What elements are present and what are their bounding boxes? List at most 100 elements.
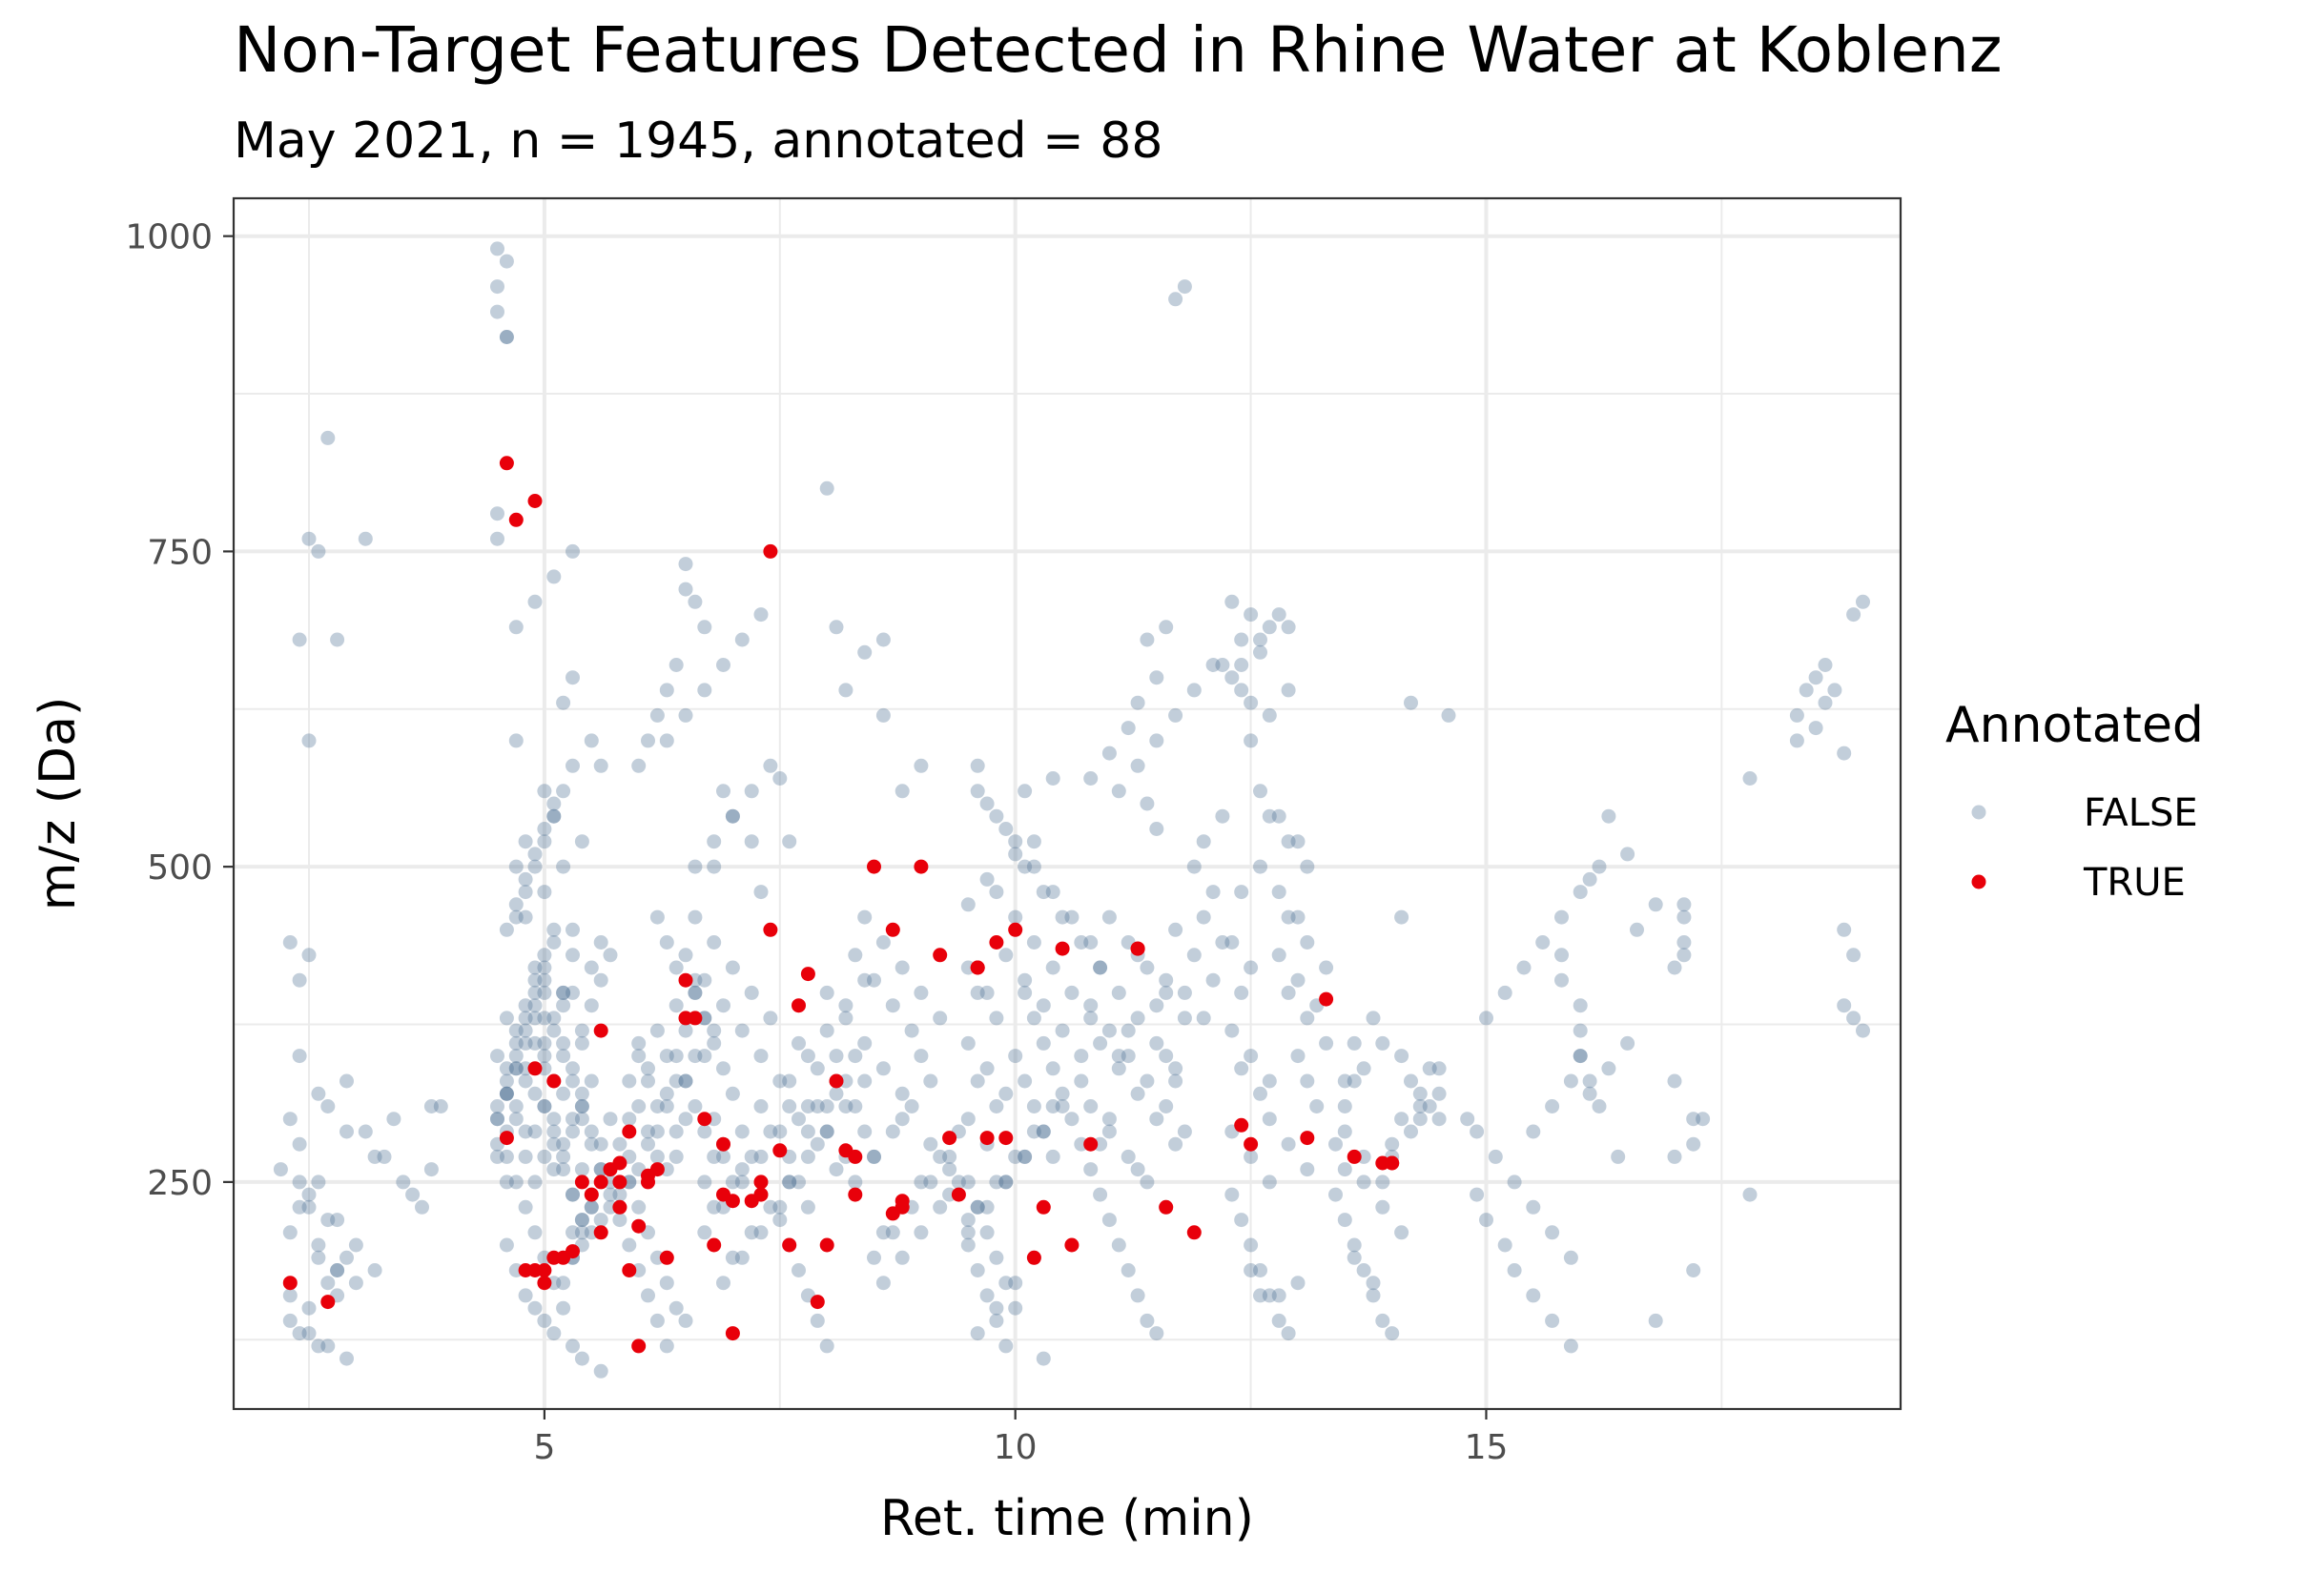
feature-point [848,1175,863,1190]
feature-point [612,1136,627,1152]
feature-point [1036,1124,1051,1139]
feature-point [282,1112,298,1127]
feature-point [716,1149,730,1164]
feature-point [659,1086,674,1101]
feature-point [1479,1011,1493,1026]
feature-point [282,1313,298,1328]
annotated-point [1083,1136,1099,1152]
feature-point [1337,1073,1352,1089]
feature-point [537,1149,552,1164]
feature-point [1224,935,1240,950]
annotated-point [1055,941,1070,956]
feature-point [527,1300,543,1316]
feature-point [1676,897,1692,912]
feature-point [979,1288,995,1303]
feature-point [1601,808,1616,824]
feature-point [546,1124,562,1139]
feature-point [1799,683,1814,698]
legend-label-true: TRUE [2083,861,2186,905]
annotated-point [848,1187,863,1202]
feature-point [1328,1136,1343,1152]
feature-point [810,1136,825,1152]
feature-point [1441,707,1456,723]
feature-point [1253,644,1267,660]
feature-point [1101,746,1117,761]
feature-point [1121,1049,1136,1064]
feature-point [659,1099,674,1113]
feature-point [593,1136,608,1152]
feature-point [1101,1023,1117,1038]
feature-point [1281,1326,1296,1341]
feature-point [574,1213,589,1228]
feature-point [782,1175,797,1190]
feature-point [923,1073,938,1089]
feature-point [1168,707,1183,723]
feature-point [744,784,759,799]
feature-point [574,1099,589,1113]
feature-point [1281,683,1296,698]
feature-point [1045,1149,1060,1164]
feature-point [819,1099,834,1113]
feature-point [537,985,552,1000]
feature-point [499,922,514,937]
feature-point [1592,1099,1607,1113]
feature-point [659,1049,674,1064]
feature-point [678,1023,693,1038]
feature-point [1093,1187,1108,1202]
feature-point [631,758,647,773]
feature-point [970,758,985,773]
feature-point [612,1213,627,1228]
feature-point [339,1124,354,1139]
feature-point [1093,960,1108,975]
feature-point [753,1049,769,1064]
feature-point [518,1035,533,1051]
feature-point [574,1225,589,1240]
y-tick-label: 500 [147,848,213,888]
feature-point [734,1124,750,1139]
feature-point [678,1112,693,1127]
feature-point [1347,1035,1362,1051]
feature-point [1224,670,1240,685]
feature-point [518,885,533,900]
feature-point [1026,935,1041,950]
feature-point [753,1099,769,1113]
feature-point [1526,1124,1541,1139]
x-tick-label: 10 [994,1428,1038,1467]
feature-point [923,1136,938,1152]
feature-point [810,1313,825,1328]
feature-point [1281,1136,1296,1152]
feature-point [923,1175,938,1190]
feature-point [1412,1099,1428,1113]
feature-point [875,935,891,950]
feature-point [1149,998,1164,1013]
feature-point [1121,1263,1136,1277]
feature-point [838,998,854,1013]
feature-point [546,1162,562,1177]
y-tick-label: 250 [147,1164,213,1203]
feature-point [1036,1124,1051,1139]
feature-point [499,330,514,344]
annotated-point [1008,922,1023,937]
feature-point [895,1112,910,1127]
feature-point [1601,1061,1616,1076]
feature-point [320,1338,336,1354]
feature-point [1083,771,1099,786]
annotated-point [574,1175,589,1190]
feature-point [1431,1112,1447,1127]
feature-point [527,1011,543,1026]
feature-point [1404,695,1418,710]
feature-point [584,1073,599,1089]
feature-point [1121,1149,1136,1164]
feature-point [546,922,562,937]
feature-point [593,935,608,950]
feature-point [697,972,712,988]
feature-point [527,1086,543,1101]
feature-point [979,1225,995,1240]
feature-point [1394,1049,1409,1064]
annotated-point [593,1225,608,1240]
annotated-point [593,1023,608,1038]
feature-point [546,808,562,824]
feature-point [1300,1011,1315,1026]
feature-point [566,948,580,963]
feature-point [875,1276,891,1291]
